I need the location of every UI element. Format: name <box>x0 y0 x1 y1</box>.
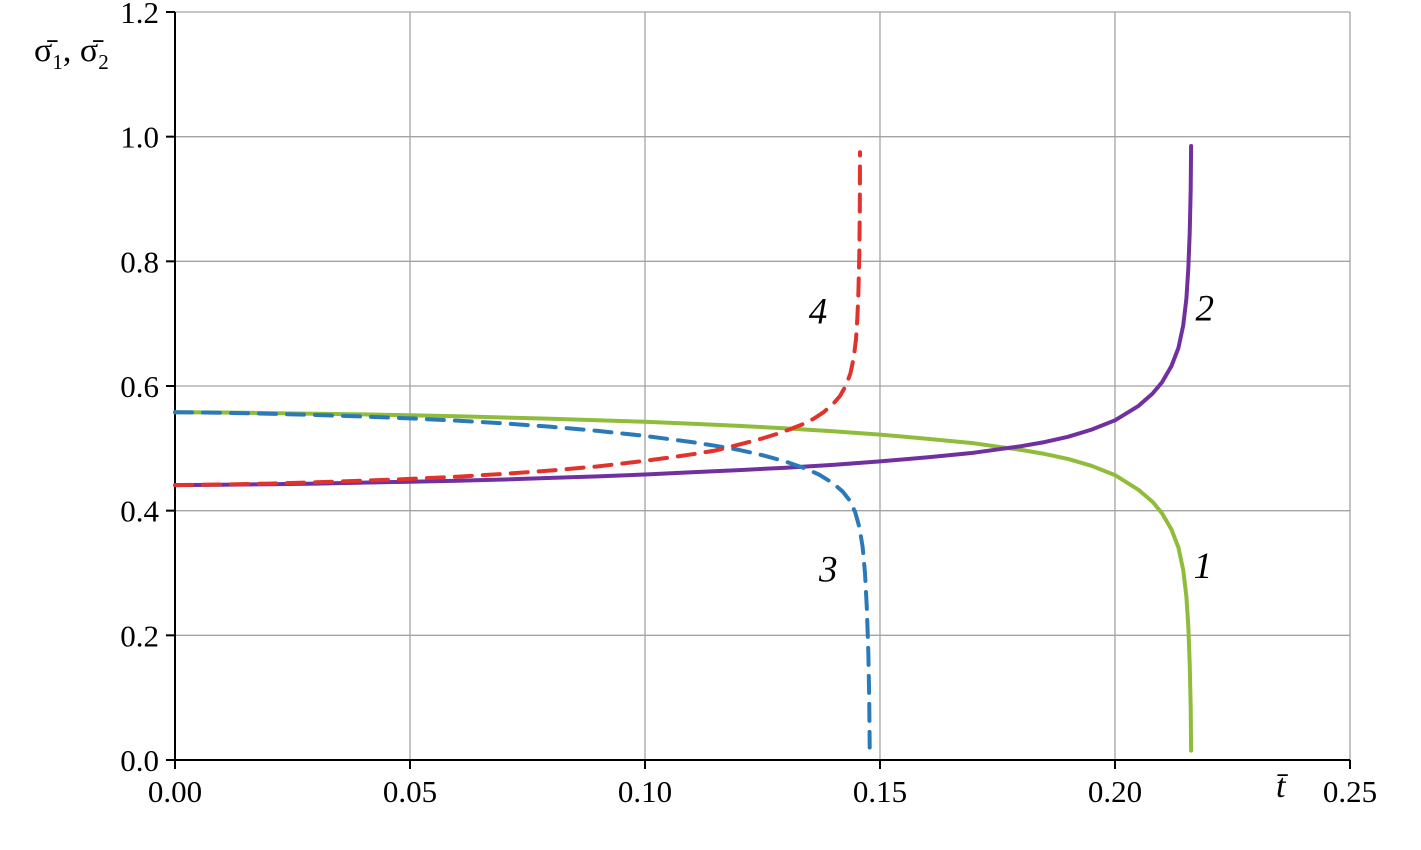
x-tick-label: 0.00 <box>148 774 202 809</box>
x-tick-label: 0.10 <box>618 774 672 809</box>
y-tick-label: 1.0 <box>120 120 159 155</box>
y-tick-label: 1.2 <box>120 0 159 30</box>
y-tick-label: 0.0 <box>120 743 159 778</box>
x-tick-label: 0.15 <box>853 774 907 809</box>
x-tick-label: 0.25 <box>1323 774 1377 809</box>
curve-label-3: 3 <box>818 550 838 591</box>
y-tick-label: 0.8 <box>120 244 159 279</box>
x-tick-label: 0.05 <box>383 774 437 809</box>
y-axis-label-sigma2: σ̄ <box>79 32 99 69</box>
series-curve-3 <box>173 410 872 750</box>
y-tick-label: 0.2 <box>120 618 159 653</box>
curve-label-4: 4 <box>809 292 828 333</box>
series-curve-1 <box>173 410 1194 753</box>
x-axis-label: t̄ <box>1276 768 1286 805</box>
y-tick-label: 0.4 <box>120 494 159 529</box>
y-axis-label-sigma1: σ̄ <box>34 32 53 69</box>
y-axis-label-sub1: 1 <box>52 49 63 74</box>
curve-label-2: 2 <box>1196 289 1215 330</box>
y-axis-label-sub2: 2 <box>98 49 109 74</box>
series-curve-2 <box>173 144 1194 488</box>
y-axis-label: σ̄1, σ̄2 <box>34 32 109 75</box>
series-curve-4 <box>173 150 862 488</box>
y-tick-label: 0.6 <box>120 369 159 404</box>
x-tick-label: 0.20 <box>1088 774 1142 809</box>
y-axis-label-separator: , <box>62 32 80 69</box>
curve-label-1: 1 <box>1194 546 1213 587</box>
